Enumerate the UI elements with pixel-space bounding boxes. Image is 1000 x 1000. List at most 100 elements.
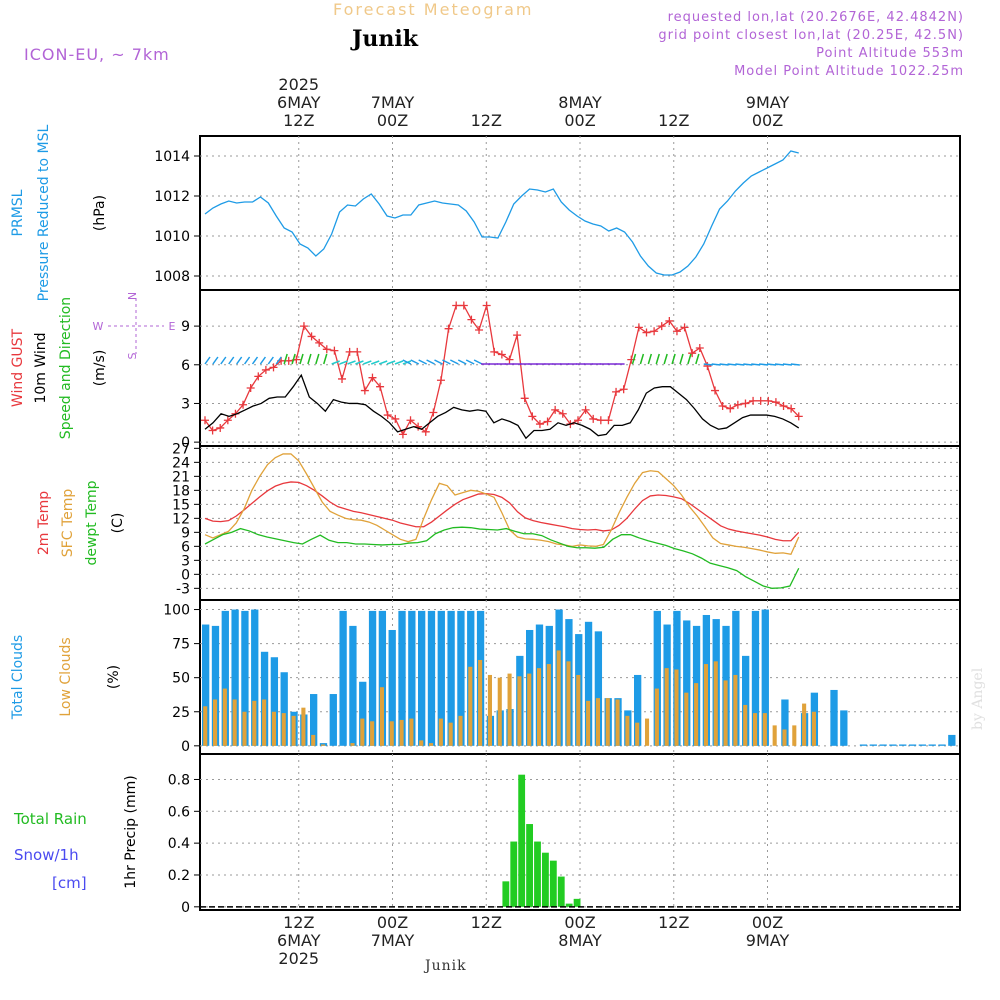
low-cloud-bar [517,676,522,746]
gust-marker [315,338,324,347]
time-label-bottom: 7MAY [371,931,415,950]
total-cloud-bar [231,609,239,746]
low-cloud-bar [772,725,777,746]
rain-bar [510,841,518,907]
low-cloud-bar [595,698,600,746]
ylabel-temperature: 2m Temp [36,491,52,555]
ytick-label-clouds: 25 [172,705,190,721]
ytick-label-temperature: 15 [172,497,190,513]
low-cloud-bar [350,743,355,746]
gust-marker [596,416,605,425]
time-label-top: 12Z [471,111,502,130]
series-line-temperature-2 [204,526,800,589]
gust-marker [589,414,598,423]
total-cloud-bar [202,624,210,746]
total-cloud-bar [948,734,956,746]
rain-bar [557,876,565,907]
gust-marker [338,374,347,383]
ytick-label-pressure: 1014 [154,149,190,165]
gust-marker [299,322,308,331]
wind-arrow [449,359,459,365]
ylabel-wind: 10m Wind [33,332,49,403]
wind-arrow [751,363,761,366]
low-cloud-bar [802,703,807,746]
wind-arrow [236,356,243,365]
wind-arrow [647,353,653,365]
rain-bar [573,898,581,907]
gust-marker [223,416,232,425]
total-cloud-bar [408,610,416,746]
time-label-bottom: 6MAY [277,931,321,950]
grid-point-coords: grid point closest lon,lat (20.25E, 42.5… [658,28,964,43]
wind-arrow [743,363,753,366]
ytick-label-temperature: 27 [172,441,190,457]
total-cloud-bar [457,610,465,746]
gust-marker [254,372,263,381]
time-label-bottom: 00Z [752,913,783,932]
wind-arrow [370,360,380,365]
gust-marker [490,347,499,356]
low-cloud-bar [703,664,708,746]
total-cloud-bar [634,674,642,746]
gust-marker [711,386,720,395]
low-cloud-bar [586,700,591,746]
gust-marker [733,400,742,409]
gust-marker [718,402,727,411]
ylabel-temperature: (C) [110,513,126,534]
series-line-pressure-0 [204,150,799,276]
gust-marker [246,383,255,392]
gust-marker [307,332,316,341]
total-cloud-bar [751,610,760,746]
rain-bar [502,881,510,907]
time-label-top: 12Z [283,111,314,130]
gust-marker [695,344,704,353]
wind-arrow [703,363,713,366]
total-cloud-bar [879,744,887,746]
low-cloud-bar [212,699,218,746]
gust-marker [421,427,430,436]
gust-marker [604,416,613,425]
precip-side-label: Snow/1h [14,846,79,864]
total-cloud-bar [908,744,917,746]
wind-arrow [212,356,219,365]
wind-arrow [410,359,420,365]
low-cloud-bar [762,713,767,746]
low-cloud-bar [409,718,414,746]
total-cloud-bar [310,694,318,746]
rain-bar [565,903,573,907]
low-cloud-bar [222,688,227,746]
wind-arrow [631,353,637,365]
ytick-label-temperature: 18 [172,483,190,499]
total-cloud-bar [368,610,377,746]
time-label-top: 00Z [564,111,595,130]
ylabel-temperature: SFC Temp [60,489,76,558]
gust-marker [475,325,484,334]
low-cloud-bar [556,650,561,746]
wind-arrow [291,353,296,365]
ytick-label-precipitation: 0.4 [168,836,190,852]
gust-marker [398,430,407,439]
wind-arrow [418,359,428,365]
wind-arrow [655,353,660,365]
gust-marker [726,404,735,413]
gust-marker [383,411,392,420]
time-label-bottom: 12Z [471,913,502,932]
total-cloud-bar [378,610,387,746]
wind-arrow [323,353,328,365]
gust-marker [543,417,552,426]
low-cloud-bar [360,718,365,746]
gust-marker [764,396,773,405]
wind-arrow [267,356,274,365]
low-cloud-bar [536,668,542,746]
low-cloud-bar [576,674,581,746]
wind-arrow [687,353,692,365]
time-label-top: 12Z [658,111,689,130]
low-cloud-bar [379,687,384,746]
wind-arrow [347,360,356,365]
series-line-wind-1 [204,373,800,440]
low-cloud-bar [625,715,630,746]
precip-side-label: Total Rain [13,810,87,828]
low-cloud-bar [399,719,404,746]
low-cloud-bar [487,674,492,746]
low-cloud-bar [566,661,571,746]
